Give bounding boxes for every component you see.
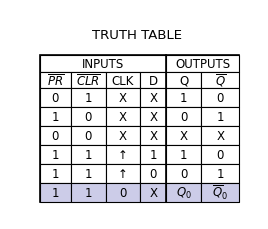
- Text: Q: Q: [179, 74, 188, 87]
- Text: X: X: [149, 186, 157, 199]
- Bar: [40, 127, 71, 146]
- Bar: [71, 127, 106, 146]
- Bar: [201, 164, 239, 183]
- Bar: [71, 72, 106, 89]
- Text: 1: 1: [180, 92, 188, 105]
- Text: X: X: [149, 111, 157, 124]
- Bar: [166, 183, 201, 202]
- Bar: [71, 108, 106, 127]
- Bar: [201, 108, 239, 127]
- Text: 1: 1: [51, 111, 59, 124]
- Text: $\overline{Q}$: $\overline{Q}$: [215, 72, 226, 89]
- Text: CLK: CLK: [112, 74, 134, 87]
- Bar: [140, 72, 166, 89]
- Bar: [140, 164, 166, 183]
- Bar: [106, 72, 140, 89]
- Bar: [166, 56, 239, 72]
- Text: 0: 0: [180, 111, 188, 124]
- Bar: [71, 89, 106, 108]
- Text: 1: 1: [84, 92, 92, 105]
- Text: D: D: [149, 74, 158, 87]
- Text: ↑: ↑: [118, 167, 128, 180]
- Bar: [140, 127, 166, 146]
- Bar: [166, 108, 201, 127]
- Bar: [40, 56, 239, 202]
- Text: 0: 0: [84, 130, 92, 143]
- Text: X: X: [216, 130, 224, 143]
- Bar: [40, 72, 71, 89]
- Text: $\overline{CLR}$: $\overline{CLR}$: [76, 73, 100, 88]
- Bar: [71, 183, 106, 202]
- Bar: [201, 89, 239, 108]
- Text: X: X: [119, 92, 127, 105]
- Bar: [166, 72, 201, 89]
- Bar: [166, 164, 201, 183]
- Bar: [140, 89, 166, 108]
- Bar: [106, 183, 140, 202]
- Bar: [106, 108, 140, 127]
- Bar: [40, 89, 71, 108]
- Text: X: X: [119, 111, 127, 124]
- Text: 1: 1: [150, 148, 157, 161]
- Bar: [201, 72, 239, 89]
- Bar: [106, 146, 140, 164]
- Bar: [106, 89, 140, 108]
- Text: 1: 1: [180, 148, 188, 161]
- Text: 0: 0: [150, 167, 157, 180]
- Bar: [201, 183, 239, 202]
- Bar: [140, 108, 166, 127]
- Bar: [106, 127, 140, 146]
- Text: 1: 1: [51, 148, 59, 161]
- Text: 0: 0: [84, 111, 92, 124]
- Text: TRUTH TABLE: TRUTH TABLE: [92, 29, 182, 42]
- Bar: [40, 146, 71, 164]
- Bar: [71, 164, 106, 183]
- Text: 1: 1: [84, 186, 92, 199]
- Bar: [201, 146, 239, 164]
- Text: ↑: ↑: [118, 148, 128, 161]
- Bar: [140, 146, 166, 164]
- Text: X: X: [180, 130, 188, 143]
- Text: 0: 0: [51, 130, 59, 143]
- Bar: [40, 56, 166, 72]
- Text: 0: 0: [217, 92, 224, 105]
- Text: 1: 1: [51, 167, 59, 180]
- Bar: [40, 164, 71, 183]
- Text: X: X: [149, 92, 157, 105]
- Bar: [71, 146, 106, 164]
- Text: INPUTS: INPUTS: [82, 57, 124, 71]
- Text: 0: 0: [217, 148, 224, 161]
- Text: 1: 1: [217, 111, 224, 124]
- Text: $Q_0$: $Q_0$: [176, 185, 192, 200]
- Bar: [201, 127, 239, 146]
- Text: 0: 0: [119, 186, 127, 199]
- Bar: [40, 108, 71, 127]
- Text: OUTPUTS: OUTPUTS: [175, 57, 230, 71]
- Bar: [166, 89, 201, 108]
- Text: 1: 1: [217, 167, 224, 180]
- Bar: [106, 164, 140, 183]
- Text: 1: 1: [84, 167, 92, 180]
- Text: 0: 0: [180, 167, 188, 180]
- Text: 1: 1: [84, 148, 92, 161]
- Text: X: X: [119, 130, 127, 143]
- Bar: [140, 183, 166, 202]
- Bar: [166, 127, 201, 146]
- Text: $\overline{PR}$: $\overline{PR}$: [47, 73, 64, 88]
- Text: 0: 0: [51, 92, 59, 105]
- Text: X: X: [149, 130, 157, 143]
- Text: $\overline{Q}_0$: $\overline{Q}_0$: [212, 184, 228, 202]
- Text: 1: 1: [51, 186, 59, 199]
- Bar: [40, 183, 71, 202]
- Bar: [166, 146, 201, 164]
